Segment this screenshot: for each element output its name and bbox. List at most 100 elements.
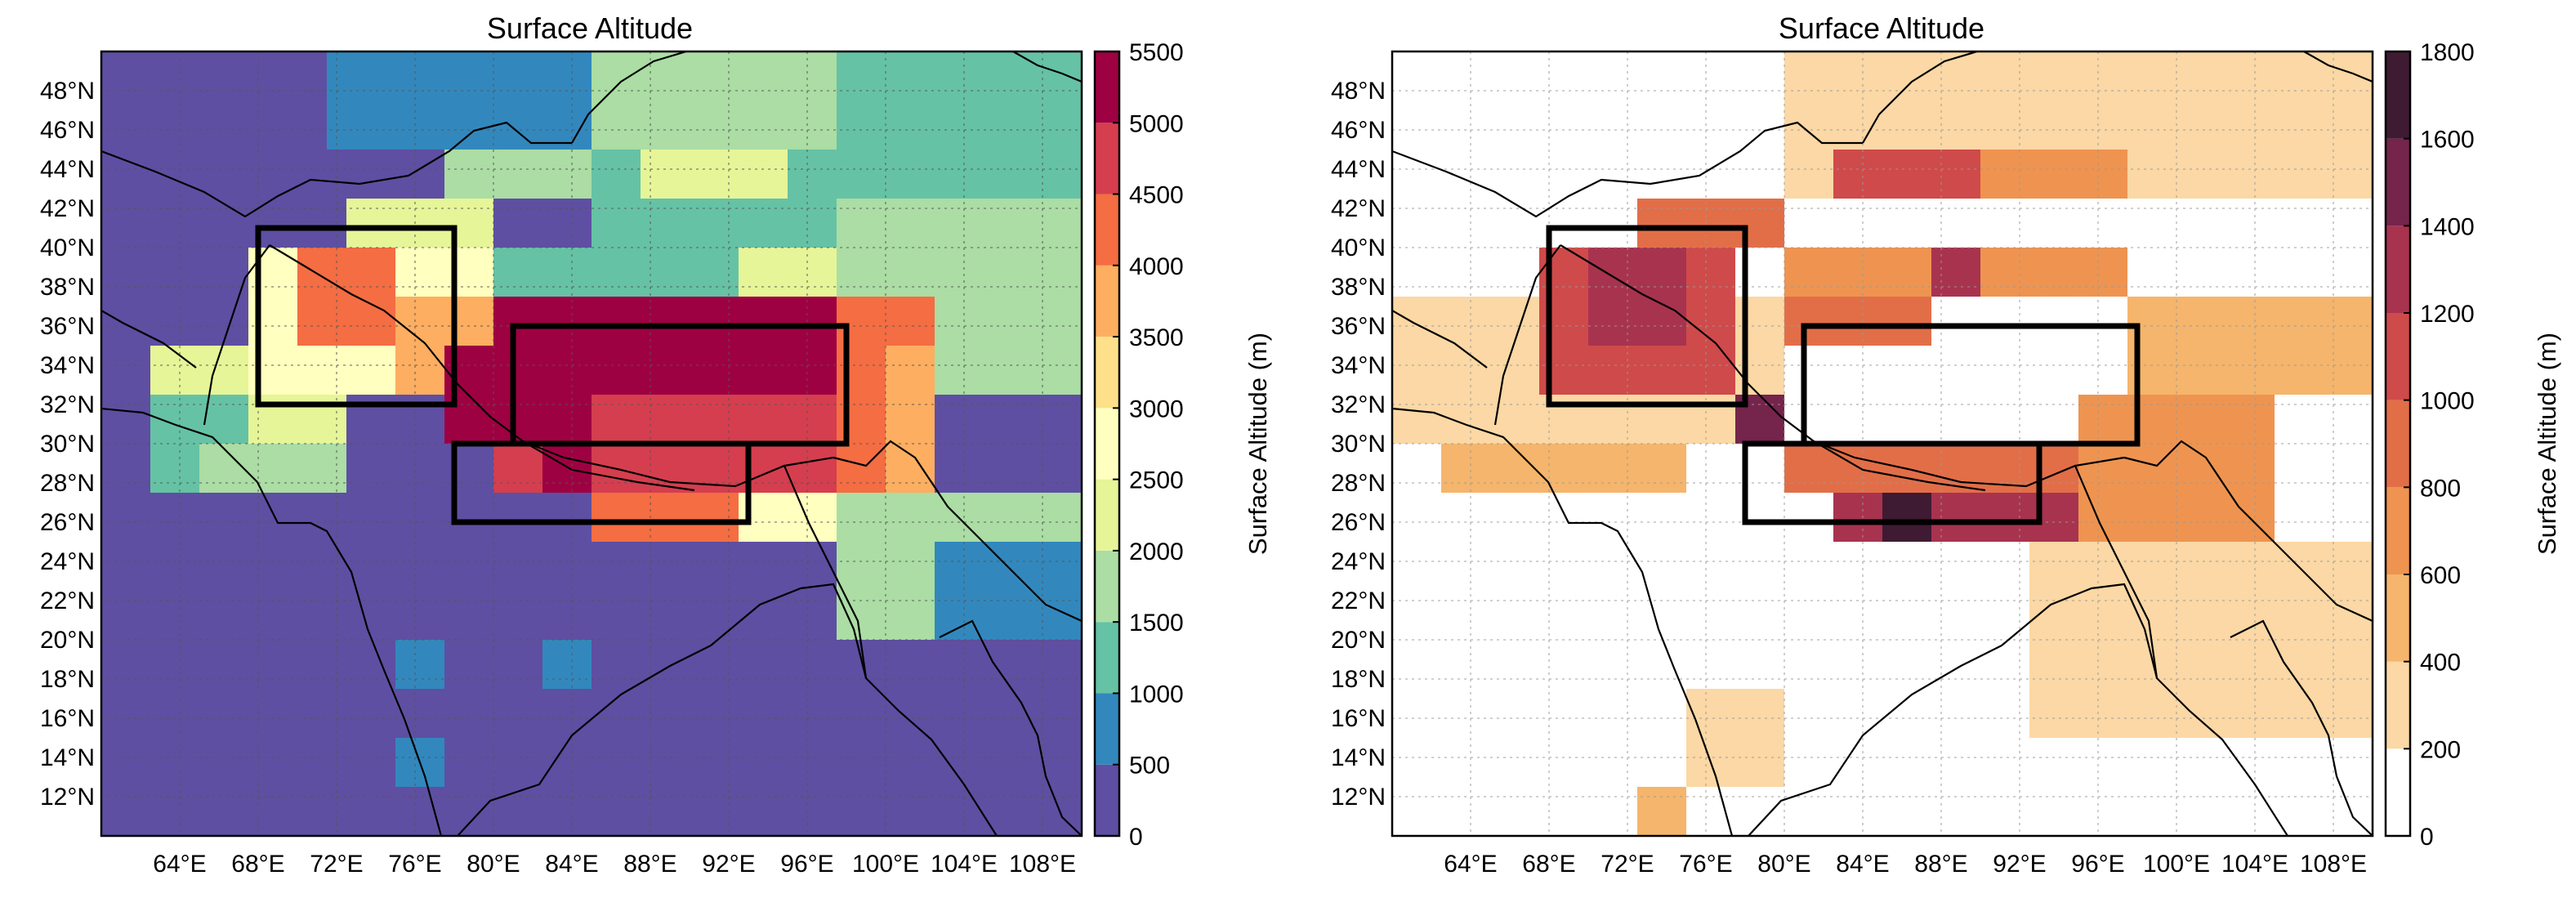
panel-2-border-nepal-bhutan — [1813, 440, 1986, 492]
panel-1-colorbar-segment — [1095, 123, 1119, 194]
panel-1-colorbar-segment — [1095, 693, 1119, 765]
panel-1-y-tick-label: 14°N — [40, 744, 95, 771]
panel-1-heatmap-cell — [935, 542, 1082, 640]
panel-1-colorbar-segment — [1095, 265, 1119, 337]
panel-1-border-nepal-bhutan — [522, 440, 695, 492]
panel-2-y-tick-label: 16°N — [1331, 705, 1386, 732]
panel-1-region-box — [255, 225, 458, 408]
panel-1-colorbar-frame — [1093, 50, 1121, 838]
panel-2-colorbar-segment — [2386, 51, 2410, 139]
panel-1-colorbar-tick-label: 4500 — [1129, 182, 1184, 209]
panel-2-x-tick-label: 84°E — [1836, 851, 1889, 878]
panel-1-colorbar-segment — [1095, 550, 1119, 623]
panel-1-colorbar-tick-label: 5000 — [1129, 110, 1184, 137]
panel-1-region-boxes — [255, 225, 850, 525]
panel-1-coastline-indochina — [939, 619, 1082, 836]
panel-2-border-north — [1392, 121, 1863, 218]
panel-2-x-tick-label: 76°E — [1679, 851, 1732, 878]
panel-2-colorbar-segment — [2386, 138, 2410, 226]
panel-1-coastline-west — [101, 407, 443, 836]
panel-2-y-tick-label: 26°N — [1331, 509, 1386, 536]
panel-2-region-boxes — [1546, 225, 2141, 525]
panel-2-colorbar-tick-label: 800 — [2420, 475, 2461, 502]
panel-1-frame — [100, 50, 1083, 838]
panel-2-coastline-indochina — [2230, 619, 2373, 836]
panel-1-coastline-bay-of-bengal — [710, 583, 998, 836]
panel-2-heatmap-cell — [1833, 150, 1980, 199]
panel-2-y-tick-label: 14°N — [1331, 744, 1386, 771]
panel-1-title: Surface Altitude — [487, 11, 693, 45]
panel-1-heatmap-cell — [739, 493, 837, 542]
panel-2-heatmap-cell — [1637, 787, 1686, 836]
panel-2-colorbar-segment — [2386, 226, 2410, 313]
panel-1-heatmap-cell — [395, 640, 444, 689]
panel-1-colorbar-tick-label: 4000 — [1129, 253, 1184, 280]
panel-2-y-ticks: 12°N 14°N 16°N 18°N 20°N 22°N 24°N 26°N 28°N 30°N… — [1331, 78, 1386, 811]
panel-2-y-tick-label: 38°N — [1331, 274, 1386, 301]
panel-1-y-tick-label: 28°N — [40, 470, 95, 497]
panel-2-colorbar-segment — [2386, 487, 2410, 574]
panel-2-x-tick-label: 72°E — [1601, 851, 1654, 878]
panel-2-coastlines-borders — [1392, 51, 2373, 836]
panel-1-heatmap-cell — [346, 199, 493, 248]
panel-1-border-pakistan — [203, 244, 270, 426]
panel-1-colorbar-tick-label: 5500 — [1129, 39, 1184, 66]
panel-1-y-tick-label: 24°N — [40, 548, 95, 575]
panel-2-heatmap-cell — [1784, 297, 1931, 346]
panel-2-colorbar-segment — [2386, 313, 2410, 400]
panel-1-y-tick-label: 38°N — [40, 274, 95, 301]
panel-2-border-central-asia — [1862, 51, 1978, 144]
panel-1-x-tick-label: 80°E — [467, 851, 520, 878]
panel-2-border-pakistan — [1493, 244, 1561, 426]
panel-2-y-tick-label: 40°N — [1331, 235, 1386, 261]
panel-1-x-tick-label: 88°E — [623, 851, 676, 878]
panel-2-x-tick-label: 68°E — [1522, 851, 1575, 878]
panel-1-x-tick-label: 68°E — [231, 851, 284, 878]
panel-2: Surface Altitude 64°E 68° — [1331, 11, 2561, 878]
panel-1-heatmap-cell — [592, 51, 837, 150]
panel-2-title: Surface Altitude — [1779, 11, 1984, 45]
panel-1-border-china-east — [833, 440, 1082, 623]
panel-2-region-box — [1742, 440, 2042, 525]
panel-2-y-tick-label: 28°N — [1331, 470, 1386, 497]
panel-1: Surface Altitude 64°E 68° — [40, 11, 1272, 878]
panel-2-y-tick-label: 32°N — [1331, 391, 1386, 418]
panel-1-border-far-west — [101, 310, 197, 369]
panel-1-heatmap-cell — [297, 248, 395, 346]
panel-1-x-tick-label: 64°E — [153, 851, 206, 878]
panel-2-y-tick-label: 12°N — [1331, 784, 1386, 811]
panel-1-colorbar-segment — [1095, 764, 1119, 836]
panel-2-colorbar-tick-label: 0 — [2420, 824, 2434, 851]
panel-1-heatmap-cell — [542, 444, 592, 493]
panel-1-heatmap-cell — [542, 640, 592, 689]
panel-2-colorbar-tick-label: 1600 — [2420, 127, 2475, 154]
panel-2-y-tick-label: 34°N — [1331, 352, 1386, 379]
panel-1-x-ticks: 64°E 68°E 72°E 76°E 80°E 84°E 88°E 92°E 96°E 100°… — [153, 851, 1076, 878]
panel-2-heatmap-cell — [1441, 444, 1686, 493]
panel-1-x-tick-label: 84°E — [545, 851, 598, 878]
panel-1-x-tick-label: 100°E — [852, 851, 919, 878]
panel-1-heatmap-cell — [641, 150, 788, 199]
panel-1-y-tick-label: 30°N — [40, 431, 95, 458]
panel-2-coastline-bay-of-bengal — [2001, 583, 2288, 836]
panel-1-heatmap-cell — [327, 51, 592, 150]
panel-2-heatmap-cell — [1686, 689, 1784, 787]
panel-2-map — [1392, 51, 2373, 836]
panel-1-coastline-south — [457, 645, 712, 836]
panel-2-heatmap-cell — [1882, 493, 1931, 542]
panel-2-heatmap-cell — [1980, 150, 2127, 199]
panel-1-y-tick-label: 40°N — [40, 235, 95, 261]
panel-1-colorbar-segment — [1095, 51, 1119, 123]
panel-2-y-tick-label: 48°N — [1331, 78, 1386, 105]
panel-2-y-tick-label: 30°N — [1331, 431, 1386, 458]
panel-1-colorbar-tick-label: 1500 — [1129, 610, 1184, 637]
panel-1-heatmap-cell — [444, 150, 592, 199]
panel-1-y-tick-label: 42°N — [40, 195, 95, 222]
panel-2-x-tick-label: 108°E — [2300, 851, 2367, 878]
panel-2-border-east — [2303, 51, 2373, 83]
panel-1-y-tick-label: 46°N — [40, 117, 95, 144]
panel-2-x-tick-label: 100°E — [2143, 851, 2210, 878]
panel-2-frame — [1391, 50, 2374, 838]
panel-2-x-tick-label: 64°E — [1444, 851, 1497, 878]
